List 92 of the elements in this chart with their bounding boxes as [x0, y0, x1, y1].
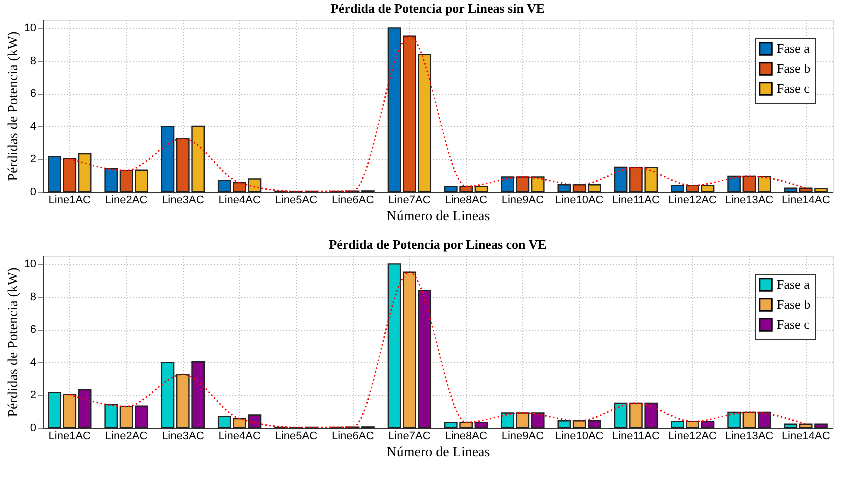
- x-axis-title: Número de Lineas: [386, 446, 490, 460]
- legend-label: Fase b: [777, 297, 811, 312]
- y-tick-label: 6: [30, 324, 36, 336]
- x-tick-label: Line8AC: [445, 430, 488, 442]
- x-tick-label: Line1AC: [48, 430, 92, 442]
- x-tick-label: Line6AC: [332, 430, 374, 442]
- bar: [501, 412, 514, 429]
- bar: [516, 176, 530, 193]
- x-tick-label: Line12AC: [668, 194, 718, 206]
- x-tick-label: Line3AC: [162, 194, 204, 206]
- bar: [588, 184, 602, 193]
- bar: [614, 166, 628, 193]
- bar: [742, 412, 756, 429]
- y-tick-label: 2: [30, 390, 36, 402]
- x-axis-title: Número de Lineas: [386, 210, 490, 224]
- bar: [572, 184, 586, 193]
- bar: [784, 424, 798, 429]
- y-axis-title: Pérdidas de Potencia (kW): [6, 267, 22, 418]
- x-tick-label: Line5AC: [275, 194, 318, 206]
- x-tick-label: Line1AC: [48, 194, 92, 206]
- bar: [728, 412, 741, 429]
- bar: [161, 362, 175, 429]
- bar: [78, 153, 92, 193]
- bar: [531, 412, 545, 429]
- x-tick-label: Line11AC: [612, 430, 660, 442]
- bar: [701, 421, 715, 429]
- x-tick-label: Line6AC: [332, 194, 374, 206]
- y-tick-label: 10: [24, 22, 36, 35]
- bar: [388, 28, 402, 193]
- x-tick-label: Line13AC: [725, 194, 774, 206]
- y-tick-label: 8: [30, 291, 36, 304]
- bar: [758, 412, 772, 429]
- x-tick-label: Line13AC: [725, 430, 774, 442]
- legend-label: Fase a: [777, 277, 810, 292]
- bar: [135, 170, 148, 193]
- x-tick-label: Line7AC: [388, 430, 431, 442]
- x-tick-label: Line3AC: [162, 430, 204, 442]
- bar: [558, 420, 572, 429]
- bar: [248, 178, 262, 193]
- y-tick-label: 4: [30, 356, 36, 369]
- bar: [388, 264, 402, 429]
- y-tick-label: 2: [30, 154, 36, 166]
- y-tick-label: 4: [30, 120, 36, 133]
- bar: [474, 422, 488, 429]
- y-tick-label: 8: [30, 55, 36, 68]
- bar: [135, 406, 148, 429]
- x-tick-label: Line12AC: [668, 430, 718, 442]
- bar: [758, 176, 772, 193]
- x-tick-label: Line4AC: [218, 430, 261, 442]
- x-tick-label: Line4AC: [218, 194, 261, 206]
- x-tick-label: Line2AC: [105, 430, 148, 442]
- bar: [104, 168, 118, 193]
- bar: [742, 176, 756, 193]
- y-tick-label: 0: [30, 186, 36, 198]
- bar: [588, 420, 602, 429]
- bar: [614, 402, 628, 429]
- bar: [120, 406, 134, 429]
- bar: [558, 184, 572, 193]
- x-tick-label: Line9AC: [502, 430, 544, 442]
- bar: [531, 176, 545, 193]
- x-tick-label: Line10AC: [555, 430, 604, 442]
- legend-label: Fase c: [777, 81, 810, 96]
- bar: [78, 389, 92, 429]
- bar: [474, 186, 488, 193]
- bar: [161, 126, 175, 193]
- x-tick-label: Line8AC: [445, 194, 488, 206]
- legend-label: Fase b: [777, 61, 811, 76]
- y-tick-label: 10: [24, 258, 36, 271]
- bar: [784, 188, 798, 193]
- x-tick-label: Line10AC: [555, 194, 604, 206]
- chart-title: Pérdida de Potencia por Lineas sin VE: [330, 1, 546, 16]
- bar: [120, 170, 134, 193]
- y-tick-label: 0: [30, 422, 36, 434]
- bar: [248, 414, 262, 429]
- x-tick-label: Line7AC: [388, 194, 431, 206]
- x-tick-label: Line5AC: [275, 430, 318, 442]
- bar: [701, 185, 715, 193]
- bar: [728, 176, 741, 193]
- bar: [104, 404, 118, 429]
- y-tick-label: 6: [30, 88, 36, 100]
- x-tick-label: Line14AC: [782, 430, 830, 442]
- chart-title: Pérdida de Potencia por Lineas con VE: [329, 237, 547, 252]
- y-axis-title: Pérdidas de Potencia (kW): [6, 31, 22, 182]
- legend-label: Fase a: [777, 41, 810, 56]
- x-tick-label: Line9AC: [502, 194, 544, 206]
- x-tick-label: Line2AC: [105, 194, 148, 206]
- x-tick-label: Line11AC: [612, 194, 660, 206]
- bar: [572, 420, 586, 429]
- bar: [516, 412, 530, 429]
- legend-label: Fase c: [777, 317, 810, 332]
- bar: [501, 176, 514, 193]
- x-tick-label: Line14AC: [782, 194, 830, 206]
